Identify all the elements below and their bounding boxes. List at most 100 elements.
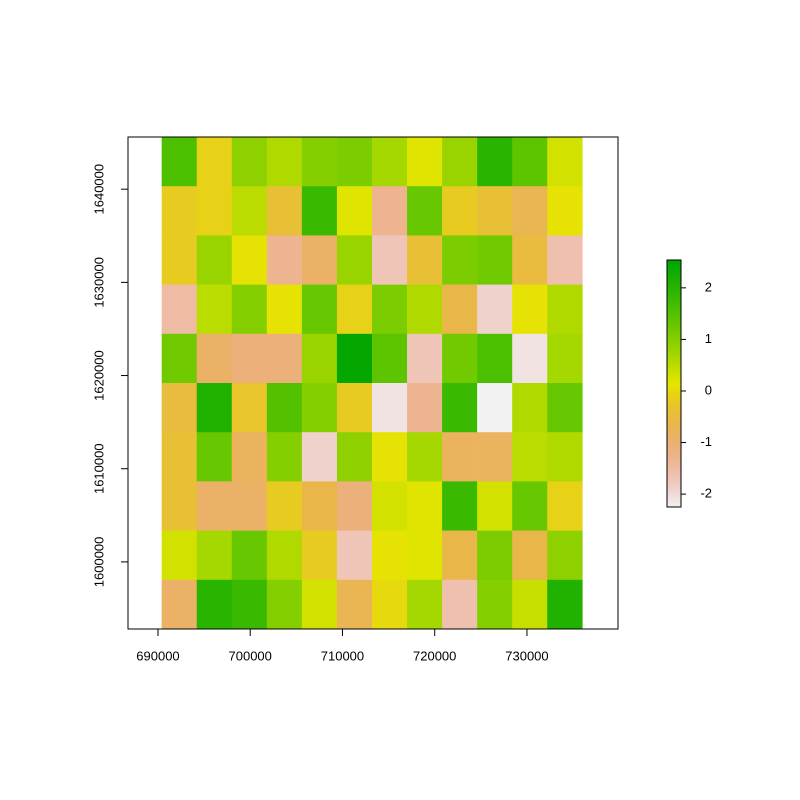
cell: [371, 432, 408, 482]
cell: [336, 284, 373, 335]
cell: [161, 432, 198, 482]
cell: [547, 383, 583, 433]
colorbar-step: [667, 377, 681, 380]
colorbar-step: [667, 367, 681, 370]
colorbar-step: [667, 478, 681, 481]
cell: [442, 284, 478, 335]
cell: [196, 137, 233, 187]
cell: [196, 432, 233, 482]
colorbar-step: [667, 463, 681, 467]
colorbar-step: [667, 391, 681, 395]
colorbar-step: [667, 469, 681, 473]
colorbar-step: [667, 439, 681, 442]
cell: [336, 333, 373, 384]
cell: [266, 235, 303, 285]
cell: [266, 530, 303, 581]
colorbar-step: [667, 356, 681, 360]
cell: [477, 284, 513, 335]
colorbar-step: [667, 480, 681, 483]
cell: [301, 481, 338, 531]
colorbar-step: [667, 354, 681, 358]
colorbar-step: [667, 364, 681, 368]
x-tick-label: 710000: [321, 648, 364, 663]
colorbar-step: [667, 299, 681, 302]
colorbar-step: [667, 342, 681, 345]
colorbar-step: [667, 455, 681, 458]
cell: [512, 530, 548, 581]
cell: [477, 432, 513, 482]
colorbar-step: [667, 323, 681, 327]
cell: [161, 383, 198, 433]
colorbar-step: [667, 494, 681, 498]
colorbar-step: [667, 294, 681, 298]
colorbar-step: [667, 447, 681, 450]
colorbar-step: [667, 321, 681, 325]
cell: [547, 235, 583, 285]
colorbar-step: [667, 441, 681, 444]
cell: [407, 579, 443, 630]
colorbar-tick-label: 0: [705, 382, 712, 397]
cell: [301, 333, 338, 384]
cell: [547, 186, 583, 236]
cell: [547, 579, 583, 630]
colorbar-step: [667, 288, 681, 292]
cell: [301, 137, 338, 187]
colorbar-step: [667, 307, 681, 310]
colorbar-step: [667, 371, 681, 374]
colorbar-step: [667, 453, 681, 456]
colorbar-step: [667, 327, 681, 331]
colorbar-step: [667, 292, 681, 296]
colorbar-step: [667, 406, 681, 409]
colorbar-step: [667, 486, 681, 489]
cell: [301, 284, 338, 335]
cell: [266, 333, 303, 384]
colorbar-step: [667, 338, 681, 341]
cell: [336, 186, 373, 236]
cell: [407, 481, 443, 531]
colorbar-step: [667, 278, 681, 281]
colorbar-step: [667, 445, 681, 448]
cell: [336, 481, 373, 531]
colorbar-step: [667, 424, 681, 428]
cell: [477, 137, 513, 187]
colorbar-step: [667, 311, 681, 314]
colorbar-step: [667, 264, 681, 267]
colorbar-step: [667, 461, 681, 465]
cell: [336, 383, 373, 433]
x-tick-label: 720000: [413, 648, 456, 663]
colorbar-step: [667, 449, 681, 452]
cell: [512, 235, 548, 285]
colorbar-step: [667, 410, 681, 413]
colorbar-step: [667, 301, 681, 304]
colorbar-step: [667, 432, 681, 436]
cell: [442, 481, 478, 531]
cell: [477, 186, 513, 236]
colorbar-step: [667, 412, 681, 415]
colorbar-frame: [666, 259, 682, 508]
cell: [231, 333, 268, 384]
cell: [442, 579, 478, 630]
cell: [407, 432, 443, 482]
colorbar-step: [667, 500, 681, 504]
colorbar-step: [667, 329, 681, 333]
cell: [266, 186, 303, 236]
cell: [512, 284, 548, 335]
cell: [371, 137, 408, 187]
colorbar-step: [667, 286, 681, 290]
cell: [371, 333, 408, 384]
cell: [442, 383, 478, 433]
cell: [161, 284, 198, 335]
cell: [512, 186, 548, 236]
cell: [196, 333, 233, 384]
colorbar-step: [667, 451, 681, 454]
cell: [512, 383, 548, 433]
colorbar-step: [667, 325, 681, 329]
colorbar-step: [667, 313, 681, 316]
cell: [231, 284, 268, 335]
colorbar-step: [667, 297, 681, 300]
x-tick-label: 700000: [229, 648, 272, 663]
cell: [336, 235, 373, 285]
cell: [196, 186, 233, 236]
colorbar-step: [667, 309, 681, 312]
colorbar-step: [667, 303, 681, 306]
